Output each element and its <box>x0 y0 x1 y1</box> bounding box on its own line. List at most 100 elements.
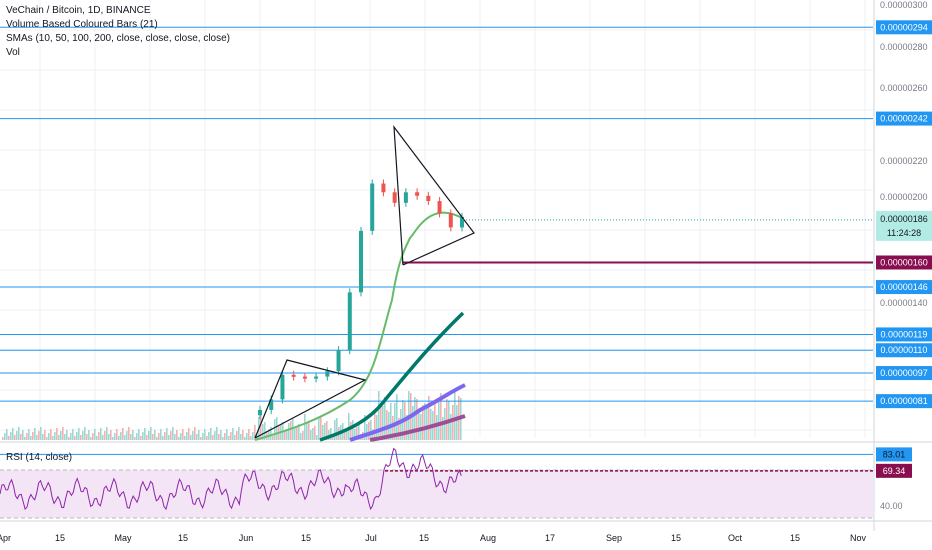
volume-bar <box>10 432 12 440</box>
volume-bar <box>150 427 152 440</box>
volume-bar <box>242 430 244 440</box>
volume-bar <box>442 417 444 440</box>
volume-bar <box>132 430 134 440</box>
study-volume-colored-bars[interactable]: Volume Based Coloured Bars (21) <box>6 19 158 30</box>
volume-bar <box>308 421 310 440</box>
candle-body <box>314 376 319 379</box>
volume-bar <box>60 431 62 440</box>
volume-bar <box>394 403 396 440</box>
volume-bar <box>50 429 52 440</box>
volume-bar <box>300 433 302 440</box>
time-axis-label: 15 <box>301 533 311 543</box>
volume-bar <box>416 399 418 440</box>
price-tick-label: 0.00000200 <box>880 192 928 202</box>
volume-bar <box>382 406 384 440</box>
volume-bar <box>128 427 130 440</box>
current-price-label-bg <box>876 210 932 241</box>
sma-200-line <box>369 414 466 442</box>
volume-bar <box>254 425 256 440</box>
volume-bar <box>86 434 88 440</box>
volume-bar <box>438 402 440 440</box>
volume-bar <box>22 430 24 440</box>
volume-bar <box>106 427 108 440</box>
volume-bar <box>436 415 438 440</box>
volume-bar <box>208 432 210 440</box>
volume-bar <box>18 427 20 440</box>
moving-averages <box>254 211 466 442</box>
volume-bar <box>100 428 102 440</box>
volume-bar <box>370 420 372 440</box>
candle-body <box>426 195 431 202</box>
volume-bar <box>380 404 382 440</box>
volume-bar <box>412 406 414 440</box>
volume-bar <box>74 436 76 440</box>
candles <box>258 179 464 420</box>
volume-bar <box>206 436 208 440</box>
study-vol[interactable]: Vol <box>6 47 20 58</box>
volume-bar <box>40 427 42 440</box>
level-price-label-bg <box>876 327 932 342</box>
volume-bar <box>84 427 86 440</box>
volume-bar <box>140 436 142 440</box>
volume-bar <box>426 405 428 440</box>
volume-bar <box>218 434 220 440</box>
volume-bar <box>96 436 98 440</box>
volume-bar <box>456 405 458 440</box>
volume-bar <box>366 424 368 440</box>
price-tick-label: 0.00000280 <box>880 42 928 52</box>
volume-bar <box>232 428 234 440</box>
volume-bar <box>72 429 74 440</box>
volume-bar <box>196 434 198 440</box>
volume-bar <box>166 428 168 440</box>
price-tick-label: 0.00000220 <box>880 156 928 166</box>
candle-body <box>302 376 307 379</box>
volume-bar <box>424 403 426 440</box>
volume-bar <box>376 415 378 440</box>
rsi-level-label-bg <box>876 463 912 478</box>
volume-bar <box>294 428 296 440</box>
volume-bar <box>204 429 206 440</box>
volume-bar <box>354 429 356 440</box>
volume-bar <box>374 413 376 440</box>
candle-body <box>415 192 420 196</box>
volume-bar <box>226 429 228 440</box>
candle-body <box>381 183 386 193</box>
time-axis-label: Jul <box>365 533 377 543</box>
volume-bar <box>352 420 354 440</box>
volume-bar <box>312 428 314 440</box>
volume-bar <box>32 432 34 440</box>
candle-body <box>370 183 375 231</box>
study-smas[interactable]: SMAs (10, 50, 100, 200, close, close, cl… <box>6 33 230 44</box>
candle-body <box>280 374 285 400</box>
candle-body <box>448 213 453 228</box>
volume-bar <box>202 433 204 440</box>
volume-bar <box>310 430 312 440</box>
price-tick-label: 0.00000140 <box>880 298 928 308</box>
volume-bar <box>274 419 276 440</box>
volume-bar <box>80 435 82 440</box>
candle-body <box>336 350 341 372</box>
volume-bar <box>38 431 40 440</box>
rsi-legend[interactable]: RSI (14, close) <box>6 452 73 463</box>
volume-bar <box>62 427 64 440</box>
volume-bar <box>14 435 16 440</box>
volume-bar <box>358 425 360 440</box>
symbol-legend[interactable]: VeChain / Bitcoin, 1D, BINANCE Volume Ba… <box>6 4 230 60</box>
volume-bar <box>30 436 32 440</box>
volume-bar <box>6 429 8 440</box>
candle-body <box>269 399 274 410</box>
volume-bar <box>316 435 318 440</box>
candle-body <box>347 292 352 351</box>
volume-bar <box>44 430 46 440</box>
volume-bar <box>384 397 386 440</box>
volume-bar <box>398 418 400 440</box>
volume-bar <box>288 423 290 440</box>
candle-body <box>437 201 442 214</box>
volume-bar <box>390 403 392 440</box>
volume-bar <box>68 437 70 440</box>
level-price-label-bg <box>876 20 932 35</box>
volume-bar <box>4 433 6 440</box>
volume-bar <box>224 433 226 440</box>
symbol-title[interactable]: VeChain / Bitcoin, 1D, BINANCE <box>6 5 151 16</box>
